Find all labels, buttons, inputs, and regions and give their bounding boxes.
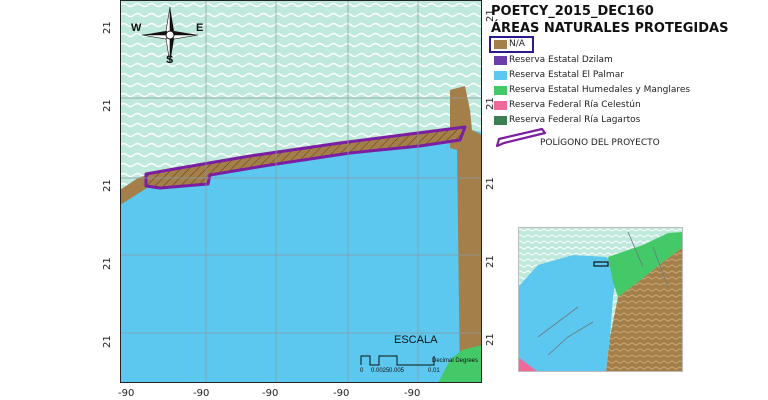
lat-label-right: 21 <box>485 177 496 190</box>
sea-area <box>120 128 482 383</box>
lon-label-bottom: -90 <box>193 388 210 399</box>
legend-label-polygon: POLÍGONO DEL PROYECTO <box>540 138 660 148</box>
legend-swatch-lagartos <box>494 116 507 125</box>
inset-pink <box>518 357 538 372</box>
inset-green <box>608 232 683 297</box>
lat-label-left: 21 <box>102 99 113 112</box>
humedales-area <box>438 345 482 383</box>
scale-tick: 0 <box>360 368 364 374</box>
scale-tick: 0.01 <box>428 368 440 374</box>
lat-label-left: 21 <box>102 179 113 192</box>
compass-rose-icon <box>141 6 199 64</box>
lat-label-left: 21 <box>102 335 113 348</box>
legend-label-lagartos: Reserva Federal Ría Lagartos <box>509 115 641 125</box>
inset-brown <box>606 247 683 372</box>
lon-label-bottom: -90 <box>118 388 135 399</box>
lon-label-bottom: -90 <box>262 388 279 399</box>
inset-project-marker <box>593 261 609 267</box>
legend-label-palmar: Reserva Estatal El Palmar <box>509 70 624 80</box>
legend-title: ÁREAS NATURALES PROTEGIDAS <box>491 21 729 36</box>
legend-swatch-dzilam <box>494 56 507 65</box>
legend-label-humedales: Reserva Estatal Humedales y Manglares <box>509 85 691 95</box>
main-map[interactable] <box>120 0 482 383</box>
scale-bar <box>360 355 435 366</box>
legend-swatch-celestun <box>494 101 507 110</box>
legend-polygon-icon <box>495 127 547 148</box>
compass-e: E <box>196 22 204 34</box>
legend-na-box <box>489 36 534 53</box>
lon-label-bottom: -90 <box>404 388 421 399</box>
project-polygon <box>144 125 467 190</box>
legend-swatch-palmar <box>494 71 507 80</box>
legend-label-dzilam: Reserva Estatal Dzilam <box>509 55 613 65</box>
inset-lines <box>537 231 669 356</box>
legend-label-na: N/A <box>509 39 525 49</box>
legend-swatch-na <box>494 40 507 49</box>
coastal-brown-land <box>450 86 482 383</box>
lon-label-bottom: -90 <box>333 388 350 399</box>
legend-label-celestun: Reserva Federal Ría Celestún <box>509 100 641 110</box>
scale-unit: Decimal Degrees <box>432 358 479 364</box>
grid-lines <box>120 0 482 383</box>
lat-label-right: 21 <box>485 333 496 346</box>
scale-title: ESCALA <box>394 334 438 346</box>
scale-tick: 0.005 <box>389 368 405 374</box>
legend-swatch-humedales <box>494 86 507 95</box>
scale-tick: 0.0025 <box>371 368 390 374</box>
inset-map[interactable] <box>518 227 683 372</box>
compass-s: S <box>166 54 174 66</box>
map-code: POETCY_2015_DEC160 <box>491 4 654 19</box>
lat-label-left: 21 <box>102 21 113 34</box>
lat-label-right: 21 <box>485 255 496 268</box>
inset-sea <box>518 255 618 372</box>
coastal-brown-left <box>120 174 150 205</box>
compass-w: W <box>131 22 142 34</box>
lat-label-left: 21 <box>102 257 113 270</box>
